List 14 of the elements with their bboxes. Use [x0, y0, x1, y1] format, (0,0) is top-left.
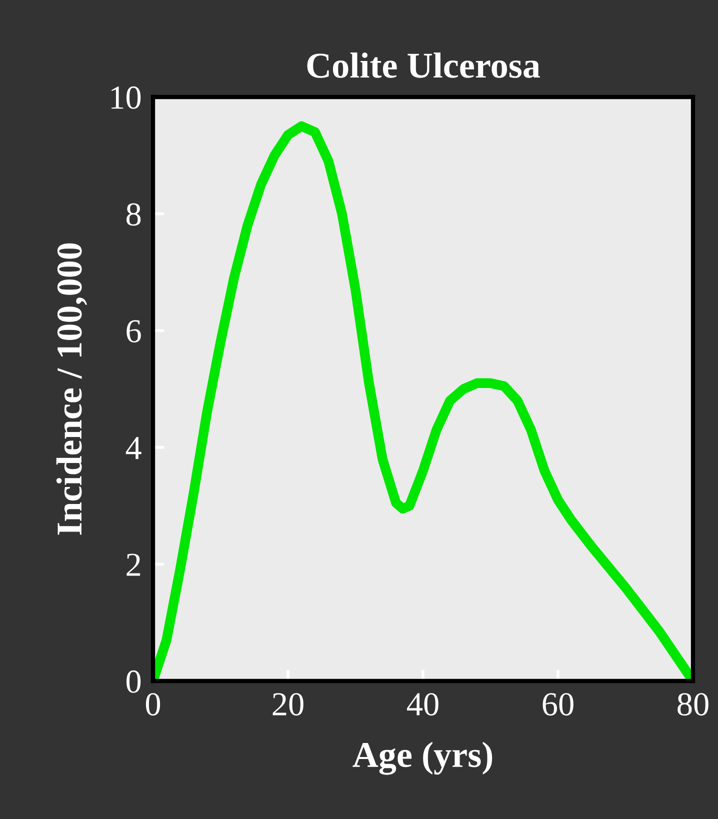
y-tick-label: 6 — [126, 320, 141, 342]
y-tick-label: 8 — [126, 203, 141, 226]
chart-title: Colite Ulcerosa — [307, 52, 540, 78]
y-tick-label: 0 — [126, 670, 141, 693]
x-tick-label: 20 — [272, 693, 304, 716]
x-axis-title: Age (yrs) — [352, 742, 492, 775]
x-tick-label: 40 — [406, 693, 438, 716]
y-tick-label: 2 — [126, 554, 140, 576]
x-tick-label: 80 — [678, 693, 708, 716]
y-tick-label: 4 — [126, 437, 142, 459]
x-tick-label: 0 — [146, 693, 160, 716]
y-tick-label: 10 — [111, 86, 141, 109]
y-axis-title: Incidence / 100,000 — [56, 243, 88, 535]
x-tick-label: 60 — [542, 693, 574, 716]
